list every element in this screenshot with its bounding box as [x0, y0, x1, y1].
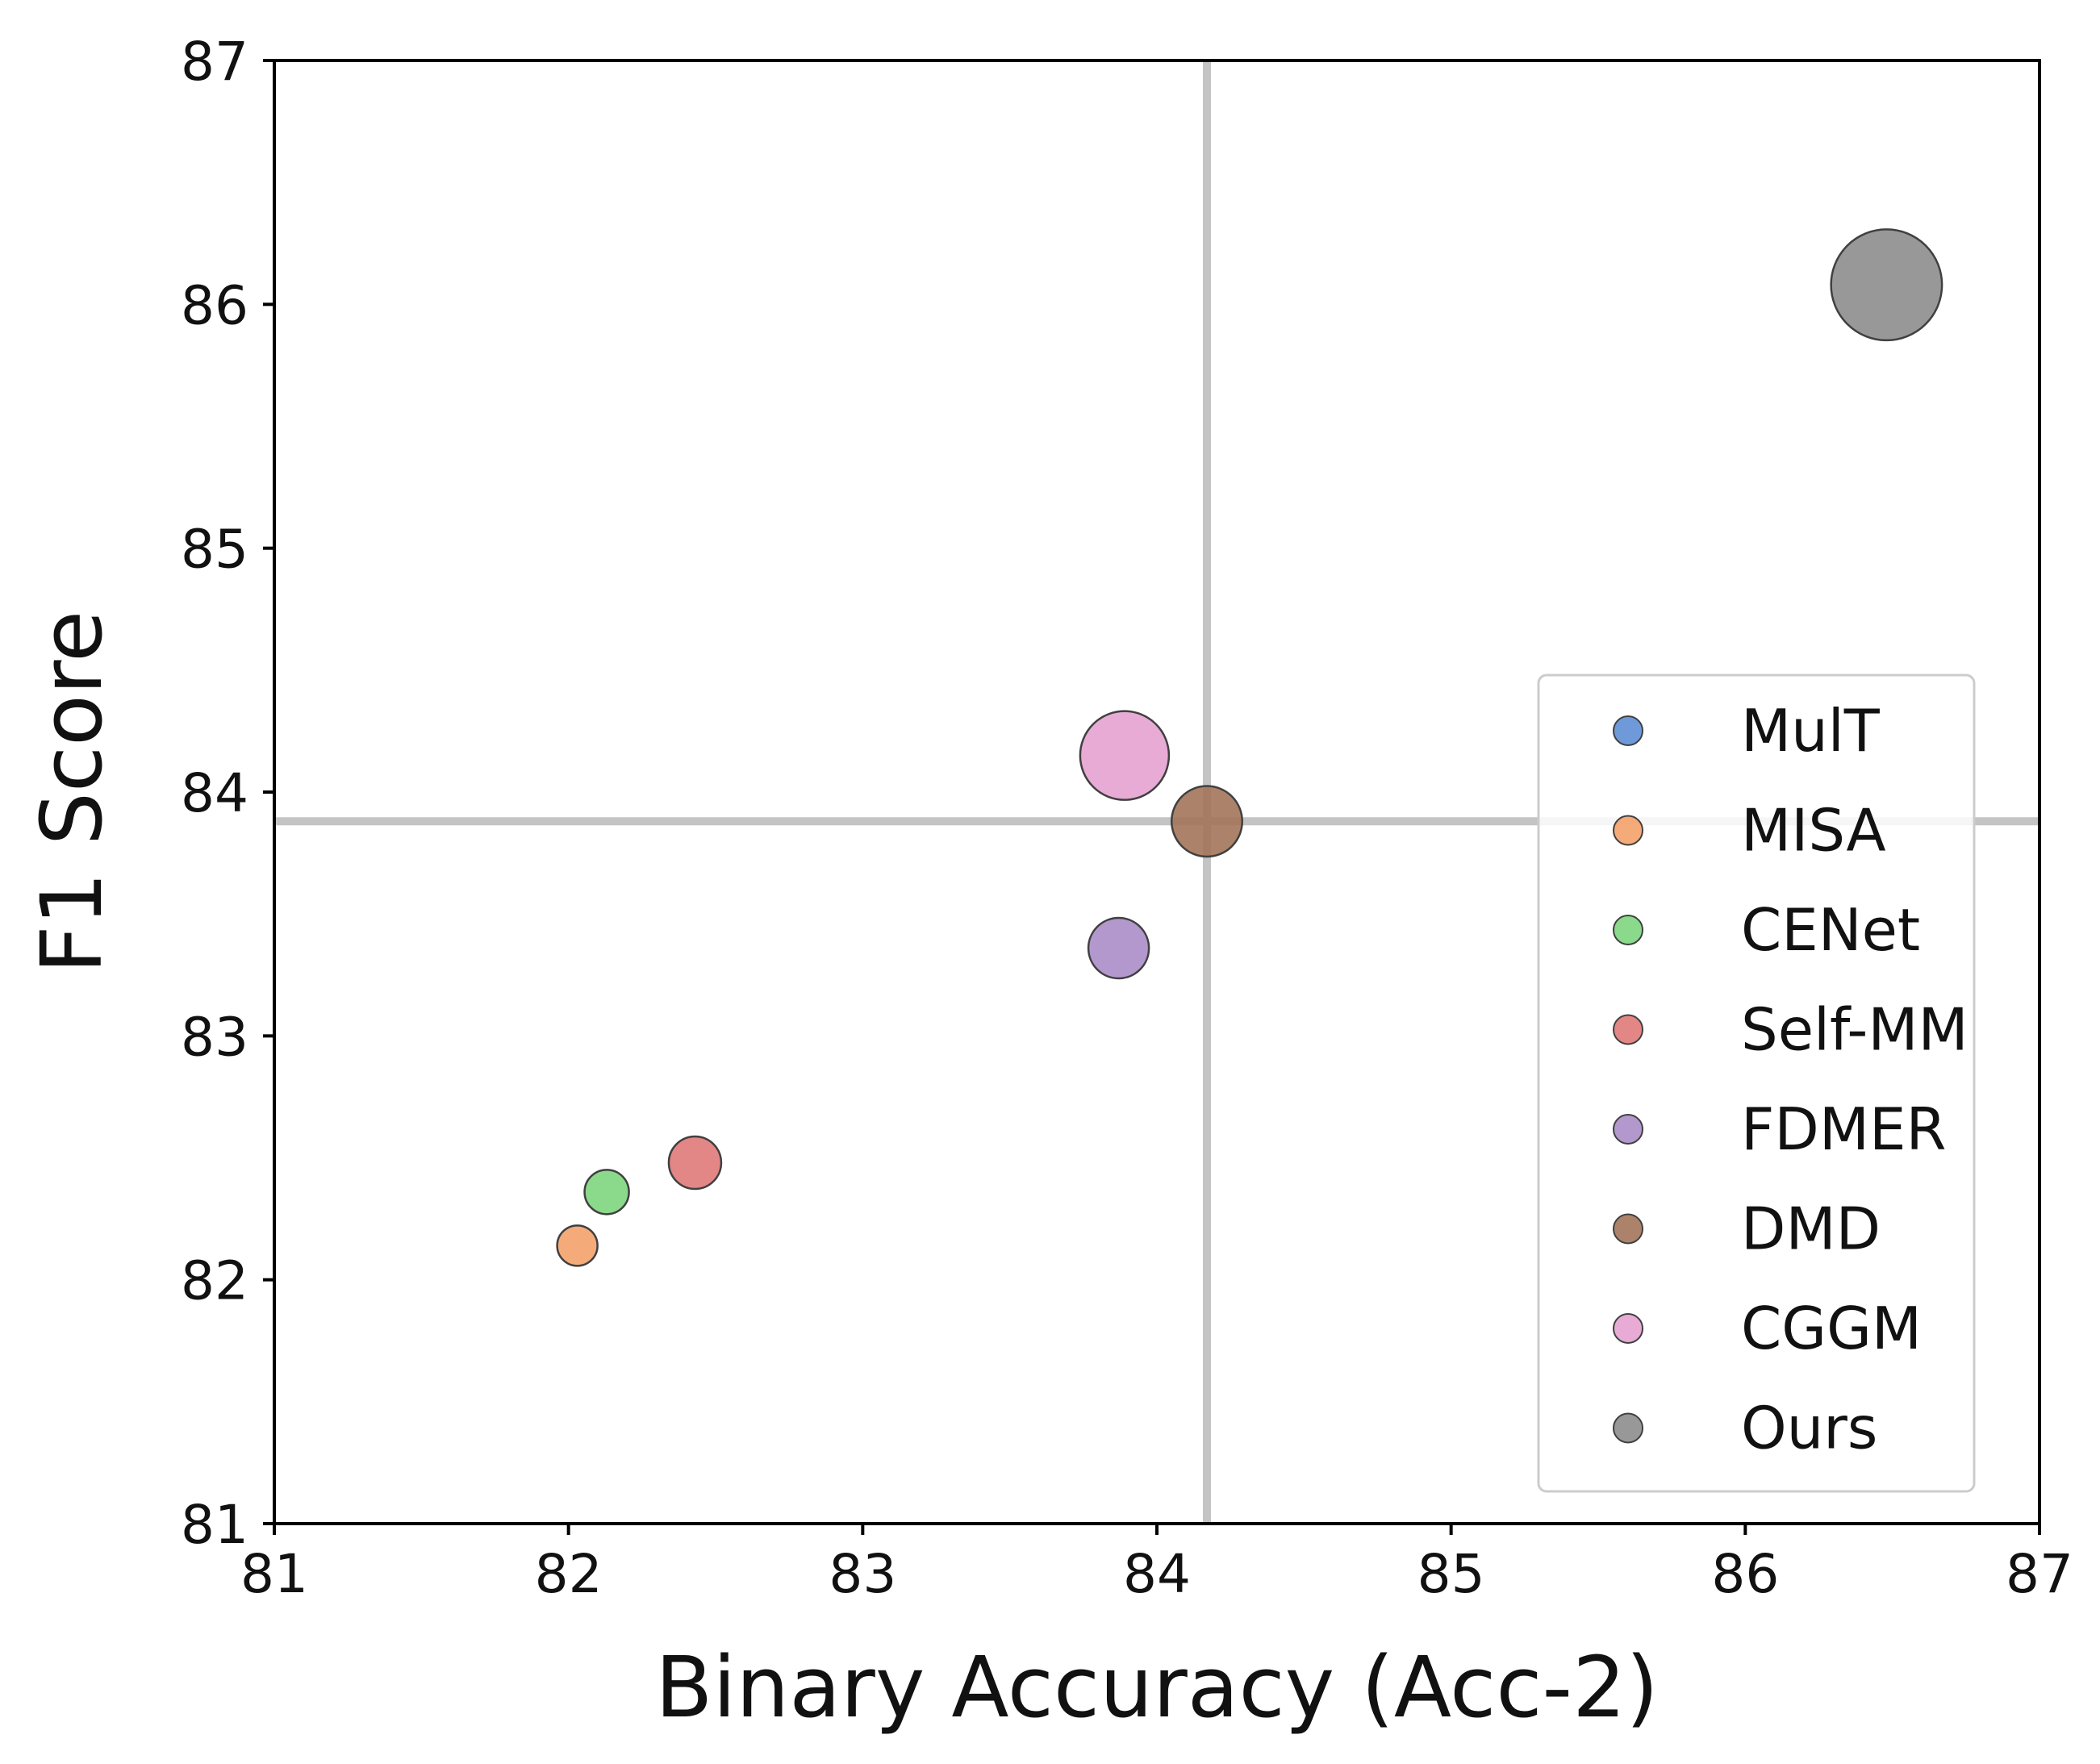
- x-tick-label: 81: [240, 1543, 308, 1605]
- x-tick-label: 85: [1417, 1543, 1485, 1605]
- legend-marker-misa: [1613, 815, 1643, 846]
- data-point-fdmer: [1087, 916, 1150, 980]
- data-point-ours: [1830, 228, 1943, 342]
- legend-label-mult: MulT: [1741, 697, 1881, 765]
- legend-marker-self-mm: [1613, 1014, 1643, 1045]
- data-point-misa: [556, 1224, 599, 1267]
- x-tick-label: 87: [2006, 1543, 2073, 1605]
- legend-label-cggm: CGGM: [1741, 1295, 1922, 1362]
- x-tick-label: 82: [535, 1543, 603, 1605]
- x-axis-ticks: 81 82 83 84 85 86 87: [240, 1524, 2073, 1605]
- y-tick-label: 85: [181, 519, 248, 581]
- data-points: [556, 228, 1943, 1267]
- y-tick-label: 83: [181, 1006, 248, 1068]
- legend-label-ours: Ours: [1741, 1395, 1877, 1462]
- x-axis-title: Binary Accuracy (Acc-2): [655, 1638, 1659, 1737]
- data-point-dmd: [1170, 785, 1243, 858]
- data-point-self-mm: [667, 1135, 723, 1191]
- y-tick-label: 84: [181, 762, 248, 824]
- y-tick-label: 81: [181, 1494, 248, 1556]
- legend-label-self-mm: Self-MM: [1741, 996, 1968, 1064]
- legend: MulT MISA CENet Self-MM FDMER DMD CGGM Ours: [1537, 673, 1976, 1493]
- data-point-cenet: [583, 1169, 630, 1216]
- legend-marker-mult: [1613, 715, 1643, 746]
- legend-label-cenet: CENet: [1741, 896, 1920, 964]
- legend-marker-fdmer: [1613, 1114, 1643, 1145]
- x-tick-label: 83: [829, 1543, 896, 1605]
- legend-marker-cenet: [1613, 915, 1643, 945]
- legend-marker-cggm: [1613, 1313, 1643, 1344]
- data-point-cggm: [1079, 710, 1171, 801]
- y-tick-label: 86: [181, 274, 248, 336]
- legend-label-dmd: DMD: [1741, 1195, 1881, 1263]
- legend-label-misa: MISA: [1741, 797, 1886, 865]
- legend-box: [1537, 673, 1976, 1493]
- legend-marker-dmd: [1613, 1213, 1643, 1245]
- y-tick-label: 87: [181, 31, 248, 93]
- legend-marker-ours: [1613, 1412, 1643, 1444]
- legend-label-fdmer: FDMER: [1741, 1095, 1947, 1163]
- y-tick-label: 82: [181, 1250, 248, 1312]
- x-tick-label: 84: [1123, 1543, 1191, 1605]
- y-axis-title: F1 Score: [23, 611, 121, 974]
- y-axis-ticks: 81 82 83 84 85 86 87: [181, 31, 274, 1556]
- x-tick-label: 86: [1711, 1543, 1779, 1605]
